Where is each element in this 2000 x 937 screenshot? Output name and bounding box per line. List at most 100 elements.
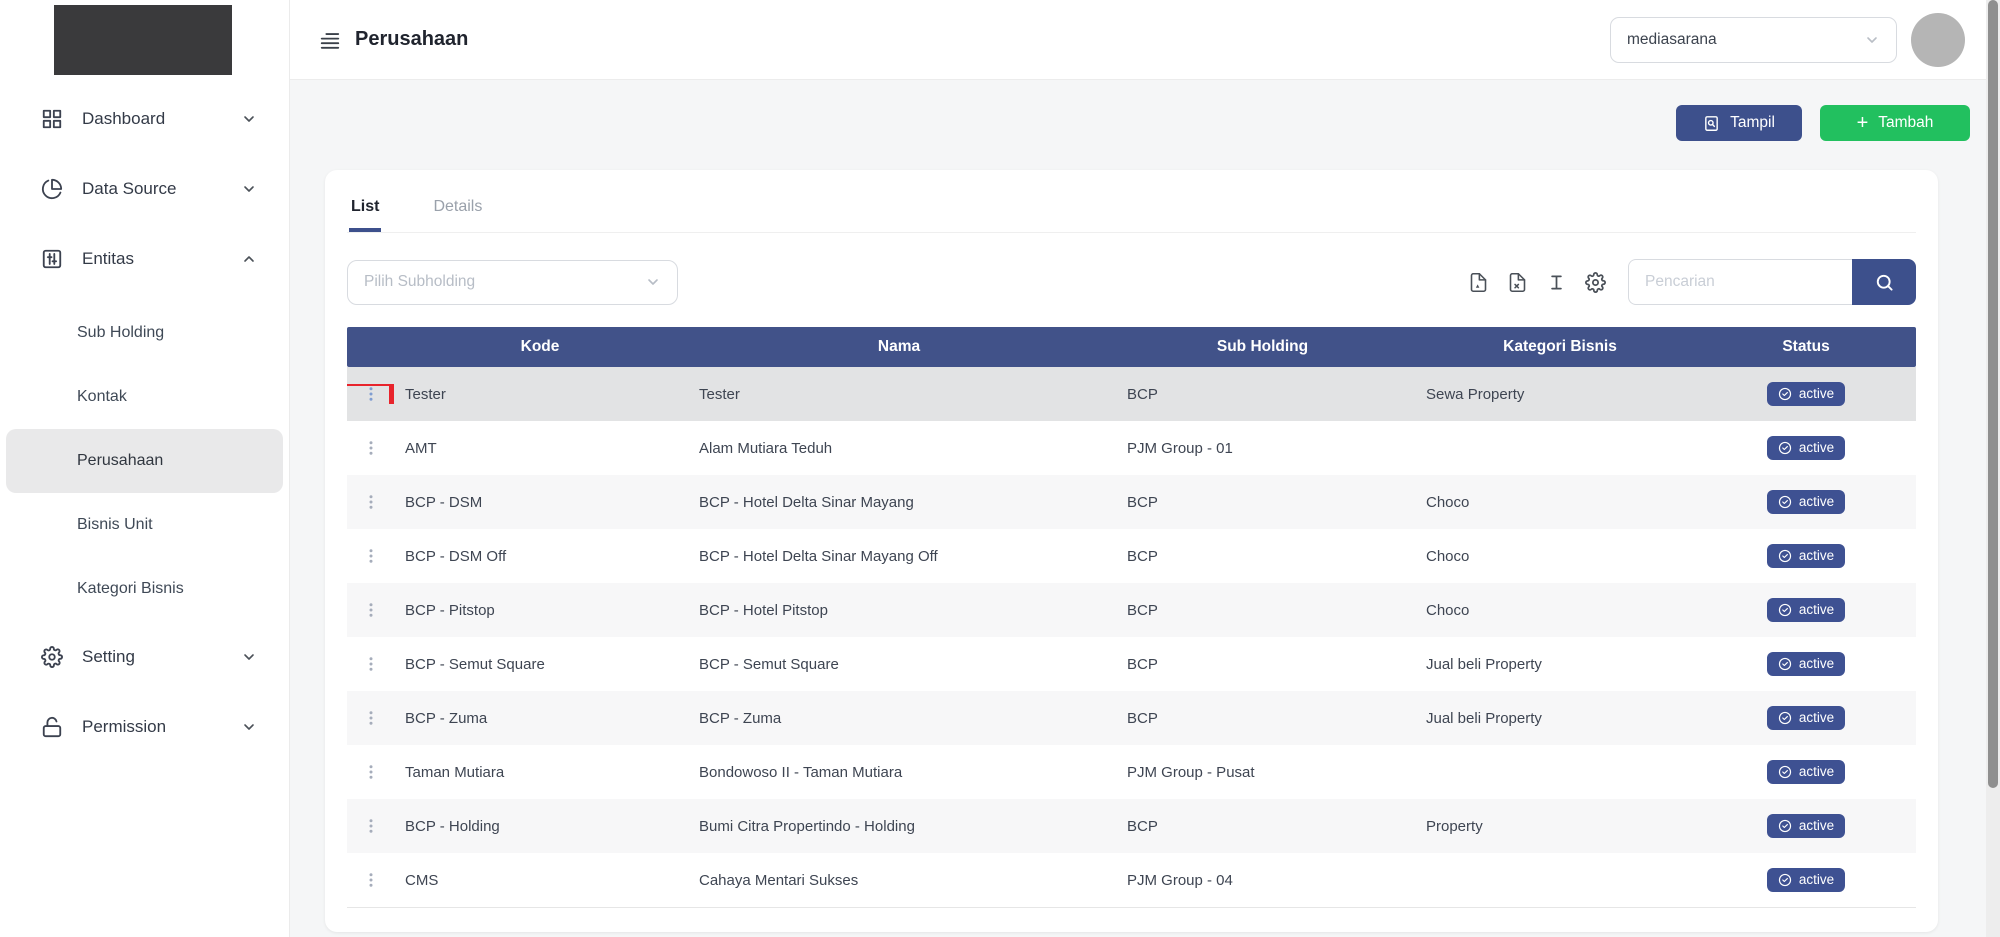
cell-sub-holding: BCP	[1127, 655, 1158, 673]
sidebar-nav: Dashboard Data Source Entitas Sub Holdin…	[0, 91, 289, 769]
check-circle-icon	[1778, 603, 1792, 617]
check-circle-icon	[1778, 711, 1792, 725]
scrollbar-thumb[interactable]	[1988, 0, 1998, 788]
sidebar-item-sub-holding[interactable]: Sub Holding	[0, 301, 289, 365]
check-circle-icon	[1778, 873, 1792, 887]
app-logo	[54, 5, 232, 75]
row-menu-kebab-icon[interactable]	[362, 438, 380, 458]
sidebar-subitem-label: Bisnis Unit	[77, 516, 153, 533]
search-button[interactable]	[1852, 259, 1916, 305]
table-row[interactable]: Tester Tester BCP Sewa Property active	[347, 367, 1916, 421]
status-badge-label: active	[1798, 872, 1835, 887]
chevron-down-icon	[1864, 32, 1880, 48]
tab-label: Details	[433, 198, 483, 215]
search-input[interactable]	[1628, 259, 1852, 305]
cell-status: active	[1708, 544, 1904, 568]
cell-nama: Tester	[699, 385, 740, 403]
status-badge-label: active	[1798, 440, 1835, 455]
cell-kategori-bisnis: Choco	[1426, 601, 1470, 619]
sidebar-subitem-label: Kategori Bisnis	[77, 580, 184, 597]
companies-table: Kode Nama Sub Holding Kategori Bisnis St…	[347, 327, 1916, 908]
table-header: Kode Nama Sub Holding Kategori Bisnis St…	[347, 327, 1916, 367]
sidebar-item-permission[interactable]: Permission	[0, 699, 289, 755]
table-row[interactable]: BCP - Holding Bumi Citra Propertindo - H…	[347, 799, 1916, 853]
table-row[interactable]: BCP - Zuma BCP - Zuma BCP Jual beli Prop…	[347, 691, 1916, 745]
subholding-placeholder: Pilih Subholding	[364, 273, 476, 290]
search-icon	[1875, 273, 1894, 292]
table-row[interactable]: BCP - Semut Square BCP - Semut Square BC…	[347, 637, 1916, 691]
cell-sub-holding: BCP	[1127, 385, 1158, 403]
cell-sub-holding: PJM Group - Pusat	[1127, 763, 1255, 781]
row-actions-cell	[347, 546, 395, 566]
entitas-submenu: Sub Holding Kontak Perusahaan Bisnis Uni…	[0, 301, 289, 621]
chevron-down-icon	[241, 181, 257, 197]
sidebar-item-bisnis-unit[interactable]: Bisnis Unit	[0, 493, 289, 557]
cell-kategori-bisnis: Choco	[1426, 493, 1470, 511]
row-actions-cell	[347, 870, 395, 890]
sidebar-item-kategori-bisnis[interactable]: Kategori Bisnis	[0, 557, 289, 621]
status-badge-label: active	[1798, 548, 1835, 563]
cell-status: active	[1708, 436, 1904, 460]
row-menu-kebab-icon[interactable]	[362, 384, 380, 404]
row-menu-kebab-icon[interactable]	[362, 762, 380, 782]
table-row[interactable]: BCP - DSM BCP - Hotel Delta Sinar Mayang…	[347, 475, 1916, 529]
cell-status: active	[1708, 706, 1904, 730]
tab-list[interactable]: List	[349, 190, 382, 232]
sidebar-item-kontak[interactable]: Kontak	[0, 365, 289, 429]
sidebar-item-label: Entitas	[82, 249, 134, 268]
row-menu-kebab-icon[interactable]	[362, 708, 380, 728]
row-menu-kebab-icon[interactable]	[362, 600, 380, 620]
status-badge: active	[1766, 652, 1846, 676]
status-badge: active	[1766, 382, 1846, 406]
row-height-icon[interactable]	[1546, 272, 1567, 293]
header-kategori-bisnis: Kategori Bisnis	[1412, 338, 1708, 356]
table-body: Tester Tester BCP Sewa Property active A…	[347, 367, 1916, 908]
avatar[interactable]	[1911, 12, 1965, 67]
row-menu-kebab-icon[interactable]	[362, 816, 380, 836]
page-list-icon	[319, 29, 341, 51]
sidebar-item-perusahaan[interactable]: Perusahaan	[6, 429, 283, 493]
row-menu-kebab-icon[interactable]	[362, 492, 380, 512]
table-row[interactable]: CMS Cahaya Mentari Sukses PJM Group - 04…	[347, 853, 1916, 907]
row-actions-cell	[347, 762, 395, 782]
subholding-select[interactable]: Pilih Subholding	[347, 259, 678, 305]
table-settings-icon[interactable]	[1585, 272, 1606, 293]
chevron-down-icon	[241, 719, 257, 735]
cell-nama: BCP - Semut Square	[699, 655, 839, 673]
content-area: Tampil + Tambah List Details	[290, 80, 2000, 937]
table-row[interactable]: BCP - DSM Off BCP - Hotel Delta Sinar Ma…	[347, 529, 1916, 583]
sidebar-item-data-source[interactable]: Data Source	[0, 161, 289, 217]
check-circle-icon	[1778, 495, 1792, 509]
cell-status: active	[1708, 652, 1904, 676]
sidebar-item-setting[interactable]: Setting	[0, 629, 289, 685]
status-badge: active	[1766, 868, 1846, 892]
header-status: Status	[1708, 338, 1904, 356]
header-nama: Nama	[685, 338, 1113, 356]
row-menu-kebab-icon[interactable]	[362, 546, 380, 566]
tampil-button[interactable]: Tampil	[1676, 105, 1802, 141]
export-excel-icon[interactable]	[1507, 272, 1528, 293]
sidebar-item-dashboard[interactable]: Dashboard	[0, 91, 289, 147]
workspace-select[interactable]: mediasarana	[1610, 16, 1897, 63]
tambah-button[interactable]: + Tambah	[1820, 105, 1970, 141]
cell-kategori-bisnis: Choco	[1426, 547, 1470, 565]
row-actions-cell	[347, 816, 395, 836]
table-row[interactable]: AMT Alam Mutiara Teduh PJM Group - 01 ac…	[347, 421, 1916, 475]
row-actions-cell	[347, 600, 395, 620]
check-circle-icon	[1778, 549, 1792, 563]
cell-kode: BCP - Semut Square	[405, 655, 545, 673]
chevron-up-icon	[241, 251, 257, 267]
row-menu-kebab-icon[interactable]	[362, 654, 380, 674]
cell-kode: BCP - Holding	[405, 817, 500, 835]
export-pdf-icon[interactable]	[1468, 272, 1489, 293]
check-circle-icon	[1778, 387, 1792, 401]
tab-details[interactable]: Details	[431, 190, 484, 232]
topbar: Perusahaan mediasarana	[290, 0, 2000, 80]
sidebar-item-entitas[interactable]: Entitas	[0, 231, 289, 287]
table-row[interactable]: Taman Mutiara Bondowoso II - Taman Mutia…	[347, 745, 1916, 799]
sidebar-item-label: Dashboard	[82, 109, 166, 128]
status-badge: active	[1766, 490, 1846, 514]
table-row[interactable]: BCP - Pitstop BCP - Hotel Pitstop BCP Ch…	[347, 583, 1916, 637]
status-badge-label: active	[1798, 602, 1835, 617]
row-menu-kebab-icon[interactable]	[362, 870, 380, 890]
